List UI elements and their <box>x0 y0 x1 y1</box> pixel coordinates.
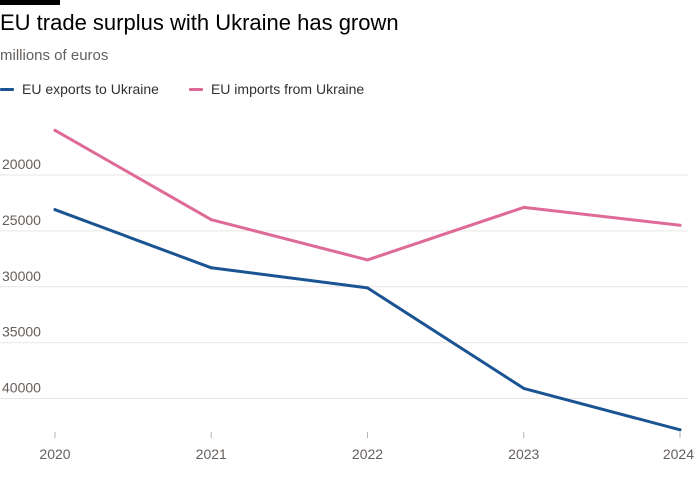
y-tick-label-20000: 20000 <box>2 156 41 172</box>
legend-swatch-exports <box>0 87 14 91</box>
y-tick-label-35000: 35000 <box>2 324 41 340</box>
legend-swatch-imports <box>188 87 203 91</box>
axis-layer <box>54 432 681 438</box>
series-line-imports <box>53 128 682 262</box>
y-tick-label-25000: 25000 <box>2 212 41 228</box>
point-exports-2020 <box>53 208 57 212</box>
point-exports-2022 <box>366 286 369 290</box>
series-layer <box>53 128 682 432</box>
series-line-exports <box>53 208 682 432</box>
point-exports-2021 <box>209 266 213 270</box>
chart-subtitle: millions of euros <box>0 47 109 64</box>
point-imports-2024 <box>678 223 682 227</box>
x-tick-label-2023: 2023 <box>508 446 539 462</box>
point-imports-2022 <box>366 258 369 262</box>
y-tick-label-30000: 30000 <box>2 268 41 284</box>
label-layer: 20000 25000 30000 35000 40000 2020 2021 2022 202… <box>2 156 694 462</box>
point-imports-2023 <box>522 205 526 209</box>
legend-item-exports: EU exports to Ukraine <box>0 81 159 97</box>
legend-label-exports: EU exports to Ukraine <box>22 81 159 97</box>
x-tick-label-2020: 2020 <box>39 446 70 462</box>
x-tick-label-2024: 2024 <box>663 446 694 462</box>
y-tick-label-40000: 40000 <box>2 379 41 395</box>
legend-item-imports: EU imports from Ukraine <box>188 81 365 97</box>
x-tick-label-2021: 2021 <box>196 446 227 462</box>
legend: EU exports to Ukraine EU imports from Uk… <box>0 79 394 99</box>
chart-title: EU trade surplus with Ukraine has grown <box>0 10 399 35</box>
grid-layer <box>0 174 688 399</box>
x-tick-label-2022: 2022 <box>352 446 383 462</box>
legend-label-imports: EU imports from Ukraine <box>210 81 365 97</box>
point-exports-2023 <box>522 386 526 390</box>
point-imports-2021 <box>209 218 213 222</box>
point-imports-2020 <box>53 128 57 132</box>
top-accent-bar <box>0 0 60 5</box>
point-exports-2024 <box>678 428 682 432</box>
